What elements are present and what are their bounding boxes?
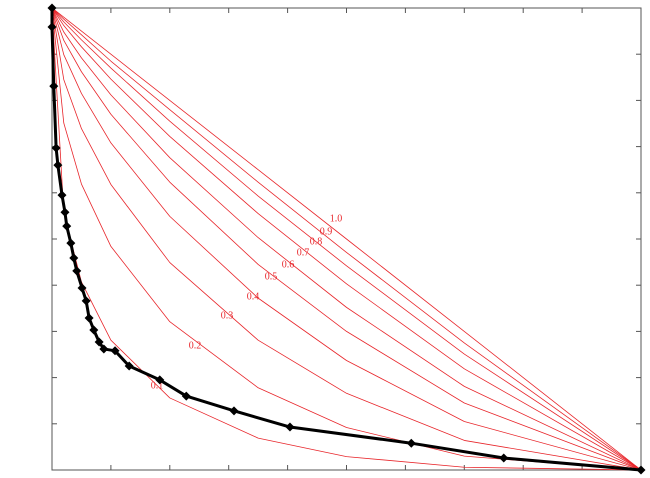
curve-label: 0.2 (189, 340, 202, 351)
curve-label: 0.7 (297, 247, 310, 258)
diamond-marker (181, 391, 191, 401)
diamond-marker (57, 190, 67, 200)
curve-label: 0.6 (282, 259, 295, 270)
diamond-marker (53, 160, 63, 170)
diamond-marker (89, 325, 99, 335)
diamond-marker (62, 221, 72, 231)
iso-curve (51, 7, 642, 471)
main-line (50, 8, 642, 472)
curve-label: 0.3 (221, 310, 234, 321)
curve-label: 0.5 (265, 271, 278, 282)
diamond-marker (285, 422, 295, 432)
diamond-marker (60, 207, 70, 217)
curve-label: 0.9 (320, 226, 333, 237)
diamond-marker (49, 81, 59, 91)
diamond-marker (499, 453, 509, 463)
iso-curve (51, 7, 642, 471)
iso-curve (51, 7, 642, 471)
diamond-marker (47, 3, 57, 13)
diamond-marker (69, 253, 79, 263)
diamond-marker (66, 238, 76, 248)
diamond-marker (84, 313, 94, 323)
diamond-marker (47, 22, 57, 32)
iso-curve (51, 7, 642, 471)
diamond-marker (77, 283, 87, 293)
diamond-marker (406, 438, 416, 448)
diamond-marker (155, 375, 165, 385)
diamond-marker (51, 143, 61, 153)
diamond-marker (81, 296, 91, 306)
diamond-marker (94, 337, 104, 347)
diamond-marker (229, 406, 239, 416)
curve-label: 0.1 (151, 380, 164, 391)
diamond-marker (636, 465, 646, 475)
iso-curve (51, 7, 642, 471)
diamond-marker (72, 266, 82, 276)
curve-label: 1.0 (330, 213, 343, 224)
iso-curve (51, 7, 642, 471)
diamond-marker (110, 346, 120, 356)
curve-label: 0.8 (310, 236, 323, 247)
diamond-marker (99, 344, 109, 354)
iso-curve (51, 7, 642, 471)
diamond-marker (124, 361, 134, 371)
curve-label: 0.4 (247, 291, 260, 302)
iso-curve (51, 7, 642, 471)
